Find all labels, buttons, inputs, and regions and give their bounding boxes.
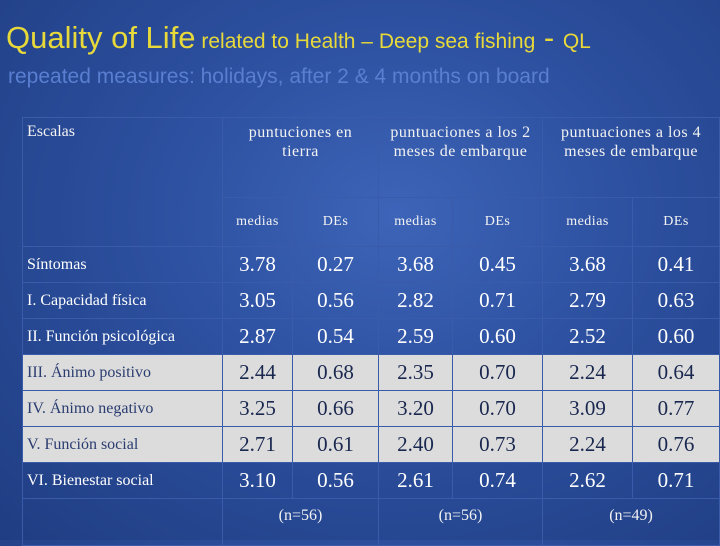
title-dash: - xyxy=(535,20,563,55)
value-cell: 0.56 xyxy=(291,462,380,499)
value-cell: 0.54 xyxy=(291,318,380,355)
value-cell: 2.82 xyxy=(378,282,454,319)
value-cell: 0.77 xyxy=(632,390,720,427)
slide-title: Quality of Life related to Health – Deep… xyxy=(6,22,591,53)
value-cell: 0.74 xyxy=(452,462,544,499)
subheader-cell: medias xyxy=(222,197,293,247)
group-header: puntuciones en tierra xyxy=(221,117,380,198)
corner-header: Escalas xyxy=(22,117,223,247)
group-header-row: Escalas puntuciones en tierra puntuacion… xyxy=(22,117,720,247)
value-cell: 2.44 xyxy=(222,354,293,391)
slide-subtitle: repeated measures: holidays, after 2 & 4… xyxy=(8,65,550,88)
row-label: VI. Bienestar social xyxy=(22,462,223,499)
footer-row: (n=56) (n=56) (n=49) xyxy=(22,498,720,546)
subheader-cell: DEs xyxy=(291,197,380,247)
value-cell: 0.70 xyxy=(452,354,544,391)
results-table: Escalas puntuciones en tierra puntuacion… xyxy=(22,117,720,546)
value-cell: 2.24 xyxy=(542,426,634,463)
value-cell: 0.60 xyxy=(452,318,544,355)
row-label: III. Ánimo positivo xyxy=(22,354,223,391)
value-cell: 2.62 xyxy=(542,462,634,499)
sample-size: (n=49) xyxy=(542,498,720,546)
row-label: V. Función social xyxy=(22,426,223,463)
value-cell: 0.68 xyxy=(291,354,380,391)
value-cell: 2.87 xyxy=(222,318,293,355)
table-row: V. Función social 2.71 0.61 2.40 0.73 2.… xyxy=(22,426,720,463)
subheader-cell: DEs xyxy=(452,197,544,247)
value-cell: 0.64 xyxy=(632,354,720,391)
value-cell: 0.71 xyxy=(632,462,720,499)
subheader-cell: medias xyxy=(378,197,454,247)
title-main: Quality of Life xyxy=(6,20,196,55)
value-cell: 0.27 xyxy=(291,246,380,283)
value-cell: 3.09 xyxy=(542,390,634,427)
value-cell: 0.41 xyxy=(632,246,720,283)
row-label: Síntomas xyxy=(22,246,223,283)
value-cell: 3.20 xyxy=(378,390,454,427)
value-cell: 2.35 xyxy=(378,354,454,391)
footer-empty-cell xyxy=(22,498,223,546)
table-row: II. Función psicológica 2.87 0.54 2.59 0… xyxy=(22,318,720,355)
value-cell: 2.59 xyxy=(378,318,454,355)
sample-size: (n=56) xyxy=(378,498,544,546)
value-cell: 0.61 xyxy=(291,426,380,463)
table-row: Síntomas 3.78 0.27 3.68 0.45 3.68 0.41 xyxy=(22,246,720,283)
sample-size: (n=56) xyxy=(221,498,380,546)
value-cell: 2.61 xyxy=(378,462,454,499)
value-cell: 3.25 xyxy=(222,390,293,427)
row-label: IV. Ánimo negativo xyxy=(22,390,223,427)
value-cell: 2.79 xyxy=(542,282,634,319)
value-cell: 3.78 xyxy=(222,246,293,283)
value-cell: 2.52 xyxy=(542,318,634,355)
subheader-cell: DEs xyxy=(632,197,720,247)
subheader-cell: medias xyxy=(542,197,634,247)
value-cell: 3.05 xyxy=(222,282,293,319)
value-cell: 0.45 xyxy=(452,246,544,283)
row-label: II. Función psicológica xyxy=(22,318,223,355)
table-row: IV. Ánimo negativo 3.25 0.66 3.20 0.70 3… xyxy=(22,390,720,427)
table-row: III. Ánimo positivo 2.44 0.68 2.35 0.70 … xyxy=(22,354,720,391)
value-cell: 0.56 xyxy=(291,282,380,319)
table-row: VI. Bienestar social 3.10 0.56 2.61 0.74… xyxy=(22,462,720,499)
title-ql: QL xyxy=(562,30,591,53)
value-cell: 3.68 xyxy=(542,246,634,283)
value-cell: 0.71 xyxy=(452,282,544,319)
value-cell: 2.40 xyxy=(378,426,454,463)
value-cell: 0.63 xyxy=(632,282,720,319)
value-cell: 0.76 xyxy=(632,426,720,463)
value-cell: 0.73 xyxy=(452,426,544,463)
group-header: puntuaciones a los 2 meses de embarque xyxy=(378,117,544,198)
subheader-row: medias DEs medias DEs medias DEs xyxy=(23,197,720,247)
row-label: I. Capacidad física xyxy=(22,282,223,319)
table-row: I. Capacidad física 3.05 0.56 2.82 0.71 … xyxy=(22,282,720,319)
group-header: puntuaciones a los 4 meses de embarque xyxy=(542,117,720,198)
title-rest: related to Health – Deep sea fishing xyxy=(195,30,536,53)
value-cell: 3.10 xyxy=(222,462,293,499)
value-cell: 0.70 xyxy=(452,390,544,427)
value-cell: 0.60 xyxy=(632,318,720,355)
value-cell: 0.66 xyxy=(291,390,380,427)
value-cell: 2.71 xyxy=(222,426,293,463)
value-cell: 2.24 xyxy=(542,354,634,391)
value-cell: 3.68 xyxy=(378,246,454,283)
